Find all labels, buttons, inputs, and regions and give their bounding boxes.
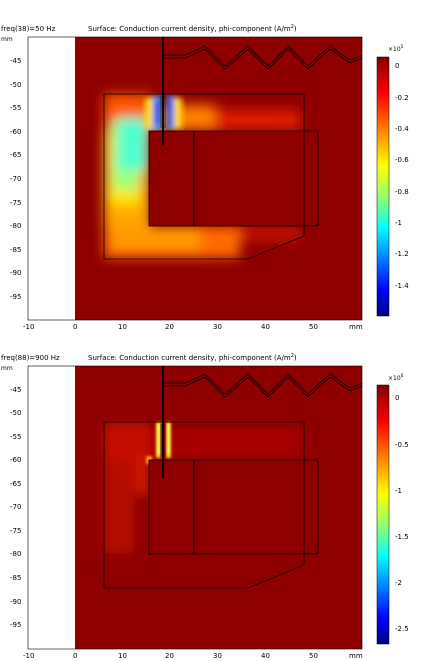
x-tick-label: 10 xyxy=(118,323,127,331)
x-tick-label: 30 xyxy=(213,323,222,331)
core-outline-right xyxy=(193,459,319,555)
x-tick-label: 10 xyxy=(118,652,127,660)
x-tick-label: 30 xyxy=(213,652,222,660)
colorbar-tick-label: -0.8 xyxy=(395,188,409,196)
core-block xyxy=(149,460,318,554)
colorbar-tick-label: -0.2 xyxy=(395,94,409,102)
y-tick-label: -90 xyxy=(10,269,21,277)
colorbar-tick-label: -2 xyxy=(395,579,402,587)
colorbar-tick-label: 0 xyxy=(395,394,399,402)
colorbar-tick-label: -1 xyxy=(395,487,402,495)
colorbar-tick-label: -0.5 xyxy=(395,441,409,449)
heatmap-area-bottom xyxy=(75,366,362,649)
y-tick-label: -80 xyxy=(10,222,21,230)
y-tick-label: -55 xyxy=(10,104,21,112)
x-tick-label: 50 xyxy=(309,323,318,331)
y-tick-label: -60 xyxy=(10,456,21,464)
y-tick-label: -90 xyxy=(10,598,21,606)
y-tick-label: -85 xyxy=(10,574,21,582)
plot-title-top: Surface: Conduction current density, phi… xyxy=(88,24,297,33)
y-tick-label: -75 xyxy=(10,199,21,207)
x-axis-unit: mm xyxy=(349,652,363,660)
axis-region-white-bottom xyxy=(28,366,75,649)
plot-title-bottom: Surface: Conduction current density, phi… xyxy=(88,353,297,362)
heatmap-area-top xyxy=(75,37,362,320)
x-tick-label: 0 xyxy=(73,652,77,660)
colorbar-multiplier: ×105 xyxy=(388,44,404,53)
colorbar-tick-label: -1.2 xyxy=(395,250,409,258)
coil-outline xyxy=(103,421,305,589)
y-axis-bottom: -45 -50 -55 -60 -65 -70 -75 -80 -85 -90 … xyxy=(10,386,21,629)
colorbar-gradient xyxy=(376,384,390,645)
zigzag-boundary xyxy=(163,373,362,395)
y-tick-label: -65 xyxy=(10,480,21,488)
y-tick-label: -55 xyxy=(10,433,21,441)
y-axis-unit-bottom: mm xyxy=(1,365,13,372)
y-tick-label: -95 xyxy=(10,293,21,301)
x-axis-bottom: -10 0 10 20 30 40 50 mm xyxy=(23,652,363,660)
y-tick-label: -70 xyxy=(10,175,21,183)
y-tick-label: -95 xyxy=(10,621,21,629)
panel-bottom: freq(88)=900 Hz Surface: Conduction curr… xyxy=(1,353,409,660)
core-outline-right xyxy=(193,130,319,227)
colorbar-tick-label: -1.4 xyxy=(395,282,409,290)
y-tick-label: -65 xyxy=(10,151,21,159)
x-tick-label: 20 xyxy=(165,323,174,331)
x-tick-label: -10 xyxy=(23,652,34,660)
colorbar-tick-label: -0.4 xyxy=(395,125,409,133)
y-axis-top: -45 -50 -55 -60 -65 -70 -75 -80 -85 -90 … xyxy=(10,57,21,301)
x-axis-unit: mm xyxy=(349,323,363,331)
core-block xyxy=(149,131,318,226)
y-tick-label: -45 xyxy=(10,57,21,65)
y-tick-label: -45 xyxy=(10,386,21,394)
y-axis-unit-top: mm xyxy=(1,36,13,43)
y-tick-label: -85 xyxy=(10,246,21,254)
hotspot-conductor xyxy=(145,96,182,130)
colorbar-tick-label: -0.6 xyxy=(395,156,409,164)
colorbar-bottom: ×106 0 -0.5 -1 -1.5 -2 -2.5 xyxy=(376,373,409,645)
x-tick-label: 20 xyxy=(165,652,174,660)
coil-outline xyxy=(103,93,305,260)
axis-region-white-top xyxy=(28,37,75,320)
colorbar-tick-label: -2.5 xyxy=(395,625,409,633)
x-axis-top: -10 0 10 20 30 40 50 mm xyxy=(23,323,363,331)
y-tick-label: -70 xyxy=(10,503,21,511)
y-tick-label: -60 xyxy=(10,128,21,136)
colorbar-tick-label: -1.5 xyxy=(395,533,409,541)
x-tick-label: 40 xyxy=(261,323,270,331)
y-tick-label: -50 xyxy=(10,409,21,417)
x-tick-label: 0 xyxy=(73,323,77,331)
panel-top: freq(38)=50 Hz Surface: Conduction curre… xyxy=(1,24,409,331)
param-label-top: freq(38)=50 Hz xyxy=(1,25,56,33)
colorbar-top: ×105 0 -0.2 -0.4 -0.6 -0.8 -1 -1.2 -1.4 xyxy=(376,44,409,317)
param-label-bottom: freq(88)=900 Hz xyxy=(1,354,60,362)
zigzag-boundary xyxy=(163,45,362,67)
colorbar-tick-label: -1 xyxy=(395,219,402,227)
plot-frame-top xyxy=(27,36,363,321)
y-tick-label: -80 xyxy=(10,550,21,558)
colorbar-multiplier: ×106 xyxy=(388,373,404,382)
y-tick-label: -75 xyxy=(10,527,21,535)
plot-frame-bottom xyxy=(27,365,363,650)
current-density-field xyxy=(104,423,300,553)
y-tick-label: -50 xyxy=(10,81,21,89)
colorbar-tick-label: 0 xyxy=(395,62,399,70)
x-tick-label: 40 xyxy=(261,652,270,660)
current-density-field xyxy=(104,94,300,258)
x-tick-label: 50 xyxy=(309,652,318,660)
colorbar-gradient xyxy=(376,56,390,317)
x-tick-label: -10 xyxy=(23,323,34,331)
